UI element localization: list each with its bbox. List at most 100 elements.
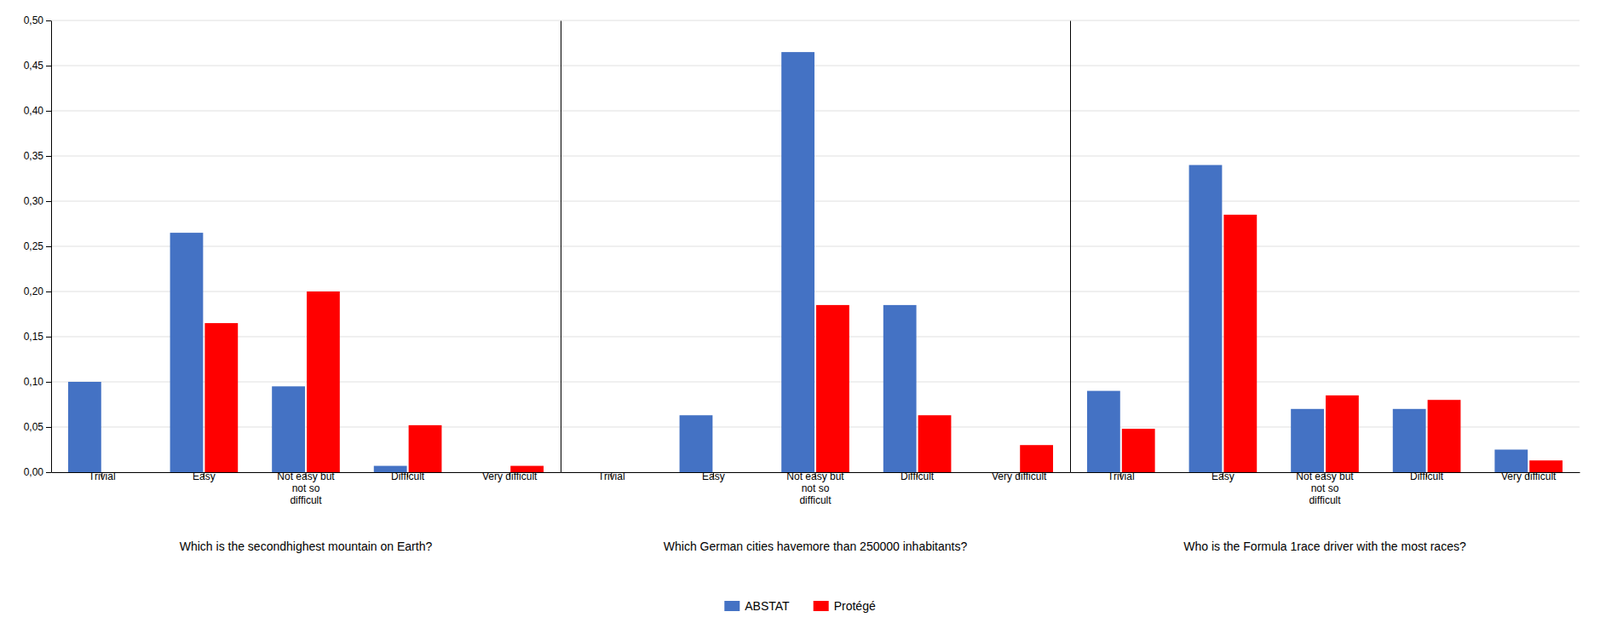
legend-item: ABSTAT — [724, 598, 790, 613]
x-tick-label: Very difficult — [1501, 470, 1557, 483]
bar-series — [816, 305, 1054, 472]
y-tick: 0,50 — [23, 14, 52, 27]
grid-line — [1070, 20, 1580, 22]
x-tick-label: Very difficult — [482, 470, 538, 483]
y-tick-mark — [46, 20, 52, 22]
y-tick-mark — [46, 426, 52, 428]
grid-line — [560, 65, 1071, 67]
y-tick-mark — [46, 155, 52, 157]
y-axis-line — [560, 21, 562, 473]
bar-series — [679, 51, 917, 472]
grid-line — [1070, 336, 1580, 338]
grid — [51, 20, 561, 472]
bar — [1290, 408, 1324, 472]
x-tick: Very difficult — [482, 470, 538, 483]
y-tick: 0,45 — [23, 59, 52, 72]
bar — [170, 232, 204, 472]
grid-line — [51, 155, 561, 157]
y-tick-mark — [46, 246, 52, 248]
y-tick-label: 0,30 — [23, 195, 45, 208]
grid-line — [1070, 291, 1580, 293]
x-tick: Not easy butnot sodifficult — [1295, 470, 1354, 507]
bars — [1087, 165, 1563, 472]
grid-line — [560, 426, 1071, 428]
x-tick: Difficult — [391, 470, 426, 483]
y-tick-label: 0,50 — [23, 14, 45, 27]
bar-series — [204, 291, 544, 472]
y-tick-label: 0,00 — [23, 466, 45, 478]
bar — [679, 414, 714, 472]
y-tick-mark — [46, 291, 52, 293]
legend-label: Protégé — [834, 598, 876, 613]
grid-line — [51, 381, 561, 383]
x-tick-label: Not easy butnot sodifficult — [276, 470, 335, 507]
y-tick-mark — [46, 471, 52, 473]
bar-series — [1122, 214, 1563, 472]
y-tick-mark — [46, 201, 52, 202]
x-tick-label-line: Difficult — [1410, 470, 1445, 483]
bar — [1087, 391, 1121, 472]
x-axis: Trivial Easy Not easy butnot sodifficult Di… — [1070, 470, 1581, 507]
y-tick-mark — [46, 65, 52, 67]
x-tick-label-line: Difficult — [900, 470, 935, 483]
bar — [1019, 444, 1054, 472]
y-tick: 0,30 — [23, 195, 52, 208]
grid-line — [560, 201, 1071, 202]
grid-line — [51, 426, 561, 428]
y-tick: 0,20 — [23, 285, 52, 298]
x-tick-label-line: Trivial — [1107, 470, 1135, 483]
bar — [271, 385, 306, 472]
y-axis: 0,000,050,100,150,200,250,300,350,400,45… — [23, 14, 52, 478]
y-axis — [1070, 21, 1072, 473]
chart-root: 0,000,050,100,150,200,250,300,350,400,45… — [0, 0, 1600, 629]
x-tick-label-line: Very difficult — [1501, 470, 1557, 483]
x-tick-label-line: difficult — [289, 494, 323, 507]
x-tick-label-line: Difficult — [391, 470, 426, 483]
x-tick-label: Easy — [1211, 470, 1235, 483]
bar — [1325, 395, 1359, 472]
x-tick-label-line: Trivial — [598, 470, 626, 483]
bar — [306, 291, 340, 472]
grid-line — [51, 20, 561, 22]
bar — [1223, 214, 1257, 472]
x-tick-label-line: Easy — [192, 470, 216, 483]
y-tick: 0,10 — [23, 375, 52, 388]
x-tick-label-line: not so — [1311, 482, 1340, 495]
y-tick: 0,05 — [23, 420, 52, 433]
x-axis-label: Who is the Formula 1race driver with the… — [1183, 539, 1467, 553]
x-tick: Easy — [702, 470, 726, 483]
panel: 0,000,050,100,150,200,250,300,350,400,45… — [23, 14, 562, 553]
bar — [1494, 449, 1528, 473]
grid-line — [560, 110, 1071, 112]
x-tick-label: Not easy butnot sodifficult — [786, 470, 845, 507]
x-tick-label-line: Easy — [702, 470, 726, 483]
y-tick-label: 0,35 — [23, 149, 45, 162]
x-tick: Difficult — [1410, 470, 1445, 483]
y-axis-line — [1070, 21, 1071, 473]
grid-line — [560, 291, 1071, 293]
x-tick: Trivial — [598, 470, 626, 483]
x-tick: Very difficult — [991, 470, 1048, 483]
x-tick-label: Trivial — [598, 470, 626, 483]
bar — [204, 322, 238, 472]
grid — [560, 20, 1071, 472]
bar — [816, 305, 850, 472]
y-tick: 0,00 — [23, 466, 52, 478]
bar — [781, 51, 815, 472]
bar — [883, 305, 917, 472]
x-tick-label: Easy — [702, 470, 726, 483]
legend: ABSTAT Protégé — [724, 598, 876, 613]
y-axis — [560, 21, 563, 473]
grid-line — [51, 336, 561, 338]
x-tick-label-line: Easy — [1211, 470, 1235, 483]
grid-line — [560, 155, 1071, 157]
x-tick-label-line: Trivial — [88, 470, 116, 483]
grid-line — [1070, 246, 1580, 248]
y-tick: 0,40 — [23, 104, 52, 117]
x-tick: Not easy butnot sodifficult — [786, 470, 845, 507]
x-tick-label-line: difficult — [799, 494, 832, 507]
grid-line — [1070, 381, 1580, 383]
y-tick-label: 0,40 — [23, 104, 45, 117]
x-tick-label-line: Not easy but — [786, 470, 845, 483]
y-tick: 0,25 — [23, 240, 52, 253]
